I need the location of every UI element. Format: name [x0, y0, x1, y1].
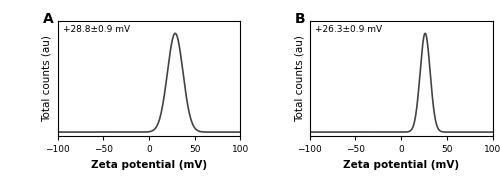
Y-axis label: Total counts (au): Total counts (au) [294, 35, 304, 122]
Text: +28.8±0.9 mV: +28.8±0.9 mV [63, 25, 130, 34]
Text: A: A [43, 12, 54, 26]
Text: +26.3±0.9 mV: +26.3±0.9 mV [315, 25, 382, 34]
Text: B: B [295, 12, 306, 26]
Y-axis label: Total counts (au): Total counts (au) [42, 35, 52, 122]
X-axis label: Zeta potential (mV): Zeta potential (mV) [91, 160, 207, 170]
X-axis label: Zeta potential (mV): Zeta potential (mV) [343, 160, 459, 170]
